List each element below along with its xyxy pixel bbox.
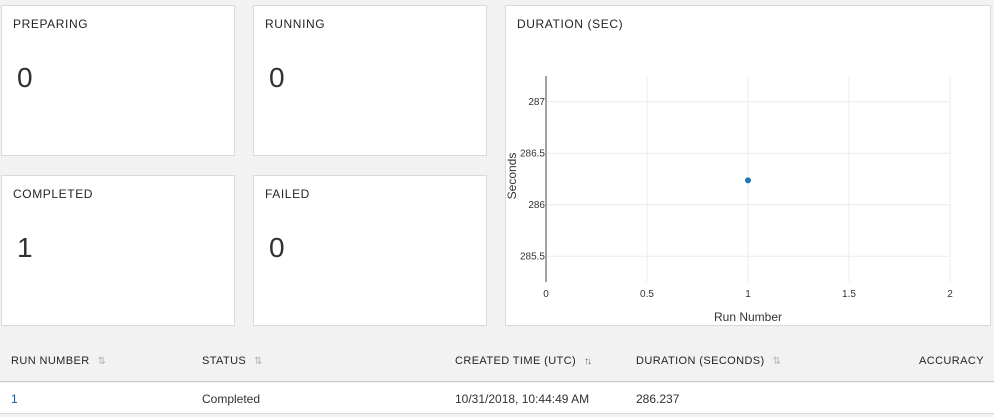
- completed-card: COMPLETED 1: [1, 175, 235, 326]
- preparing-label: PREPARING: [13, 17, 89, 31]
- column-header-created-time-label: CREATED TIME (UTC): [455, 355, 577, 367]
- run-status: Completed: [202, 392, 261, 406]
- sort-icon[interactable]: ⇅: [97, 356, 107, 367]
- x-tick-label: 0.5: [640, 289, 654, 300]
- failed-count: 0: [269, 232, 285, 263]
- x-axis-label: Run Number: [714, 310, 782, 324]
- column-header-duration-label: DURATION (SECONDS): [636, 355, 765, 367]
- failed-label: FAILED: [265, 187, 310, 201]
- data-point[interactable]: [745, 177, 751, 184]
- sort-icon[interactable]: ⇅: [254, 356, 263, 367]
- y-tick-label: 285.5: [520, 251, 545, 262]
- running-count: 0: [269, 62, 285, 93]
- completed-label: COMPLETED: [13, 187, 94, 201]
- run-number-link[interactable]: 1: [11, 392, 18, 406]
- column-header-accuracy[interactable]: ACCURACY: [919, 355, 984, 367]
- x-tick-label: 2: [947, 289, 953, 300]
- y-axis-label: Seconds: [506, 153, 519, 200]
- y-tick-label: 287: [528, 97, 545, 108]
- column-header-duration[interactable]: DURATION (SECONDS) ⇅: [636, 355, 782, 367]
- running-label: RUNNING: [265, 17, 326, 31]
- sort-active-icon[interactable]: ↑↓: [584, 356, 592, 367]
- preparing-card: PREPARING 0: [1, 5, 235, 156]
- duration-chart-card: DURATION (SEC) 0 0.5 1 1.5 2 285.5 286 286.5 287…: [505, 5, 991, 326]
- column-header-accuracy-label: ACCURACY: [919, 355, 984, 367]
- column-header-created-time[interactable]: CREATED TIME (UTC) ↑↓: [455, 355, 592, 367]
- x-tick-label: 1: [745, 289, 751, 300]
- column-header-run-number[interactable]: RUN NUMBER ⇅: [11, 355, 107, 367]
- x-tick-label: 1.5: [842, 289, 856, 300]
- preparing-count: 0: [17, 62, 33, 93]
- column-header-run-number-label: RUN NUMBER: [11, 355, 90, 367]
- failed-card: FAILED 0: [253, 175, 487, 326]
- column-header-status[interactable]: STATUS ⇅: [202, 355, 263, 367]
- completed-count: 1: [17, 232, 33, 263]
- sort-icon[interactable]: ⇅: [772, 356, 782, 367]
- runs-table: RUN NUMBER ⇅ STATUS ⇅ CREATED TIME (UTC) ↑↓…: [0, 340, 994, 417]
- column-header-status-label: STATUS: [202, 355, 247, 367]
- y-tick-label: 286.5: [520, 148, 545, 159]
- duration-chart[interactable]: 0 0.5 1 1.5 2 285.5 286 286.5 287 Run Number Secon…: [506, 6, 992, 327]
- run-duration: 286.237: [636, 392, 680, 406]
- run-created-time: 10/31/2018, 10:44:49 AM: [455, 392, 590, 406]
- x-tick-label: 0: [543, 289, 549, 300]
- running-card: RUNNING 0: [253, 5, 487, 156]
- duration-chart-title: DURATION (SEC): [517, 17, 624, 31]
- table-row[interactable]: 1 Completed 10/31/2018, 10:44:49 AM 286.…: [0, 383, 994, 414]
- table-header: RUN NUMBER ⇅ STATUS ⇅ CREATED TIME (UTC) ↑↓…: [0, 340, 994, 382]
- y-tick-label: 286: [528, 200, 545, 211]
